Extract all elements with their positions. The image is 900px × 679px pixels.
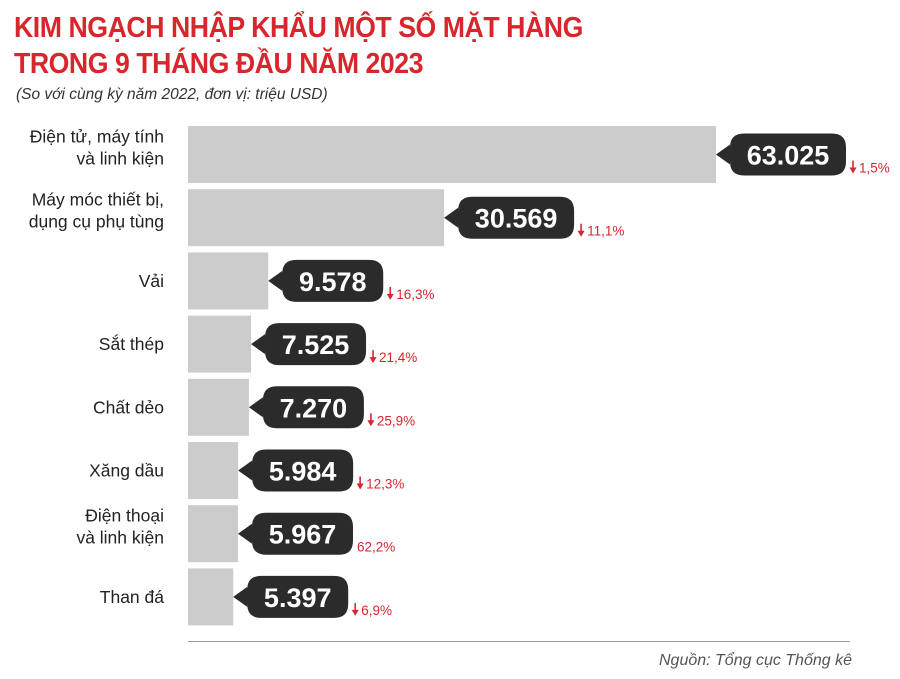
bar: [188, 252, 269, 310]
value-label: 5.967: [269, 520, 337, 550]
category-label: Máy móc thiết bị, dụng cụ phụ tùng: [29, 190, 164, 232]
change-label: 21,4%: [379, 350, 417, 365]
value-label: 7.525: [282, 330, 350, 360]
value-label: 30.569: [475, 204, 558, 234]
footer-divider: [188, 641, 850, 642]
category-label: Vải: [139, 271, 164, 291]
category-label: Sắt thép: [99, 333, 164, 354]
chart-title-line-2: TRONG 9 THÁNG ĐẦU NĂM 2023: [14, 48, 424, 80]
down-arrow-head-icon: [351, 609, 359, 616]
value-callout: [268, 259, 384, 302]
change-label: 1,5%: [859, 161, 890, 176]
value-label: 7.270: [280, 393, 348, 423]
down-arrow-head-icon: [386, 293, 394, 300]
source-note: Nguồn: Tổng cục Thống kê: [658, 652, 852, 669]
bar: [188, 378, 249, 436]
change-label: 12,3%: [366, 477, 404, 492]
down-arrow-head-icon: [367, 420, 375, 427]
value-label: 9.578: [299, 267, 367, 297]
down-arrow-head-icon: [356, 483, 364, 490]
value-label: 63.025: [747, 141, 830, 171]
category-label: Điện tử, máy tính và linh kiện: [30, 127, 164, 169]
category-label: Chất dẻo: [93, 397, 164, 417]
category-label: Điện thoại và linh kiện: [76, 506, 164, 548]
change-label: 62,2%: [357, 540, 395, 555]
value-callout: [248, 386, 364, 429]
value-label: 5.397: [264, 583, 332, 613]
bar: [188, 568, 234, 626]
value-callout: [233, 575, 349, 618]
category-label: Than đá: [100, 587, 164, 607]
category-label: Xăng dầu: [89, 461, 164, 481]
chart-title-line-1: KIM NGẠCH NHẬP KHẨU MỘT SỐ MẶT HÀNG: [14, 12, 583, 44]
value-callout: [444, 196, 575, 239]
bar: [188, 442, 239, 499]
down-arrow-head-icon: [849, 167, 857, 174]
change-label: 25,9%: [377, 413, 415, 428]
value-callout: [251, 323, 367, 366]
change-label: 16,3%: [396, 287, 434, 302]
bar: [188, 315, 252, 373]
bar: [188, 505, 238, 563]
down-arrow-head-icon: [369, 357, 377, 364]
bar: [188, 189, 445, 247]
value-callout: [716, 133, 846, 176]
down-arrow-head-icon: [577, 230, 585, 237]
change-label: 6,9%: [361, 603, 392, 618]
change-label: 11,1%: [587, 224, 624, 239]
value-label: 5.984: [269, 457, 337, 487]
bar: [188, 126, 716, 183]
chart-subtitle: (So với cùng kỳ năm 2022, đơn vị: triệu …: [16, 86, 328, 103]
value-callout: [237, 512, 353, 555]
value-callout: [238, 449, 354, 492]
